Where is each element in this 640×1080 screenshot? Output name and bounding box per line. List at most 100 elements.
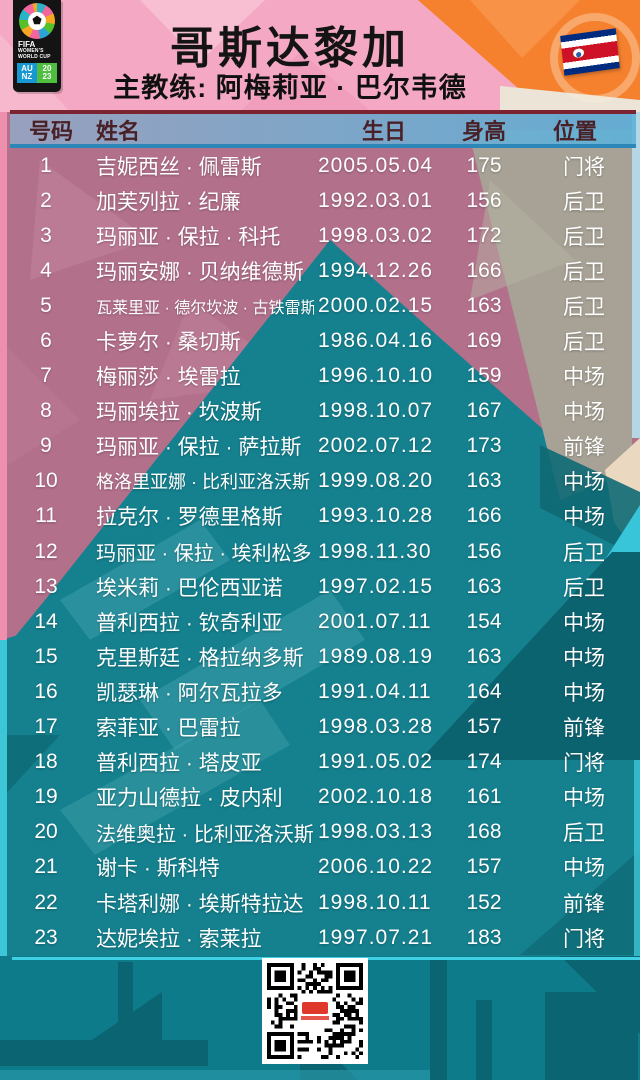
table-row: 9 玛丽亚 · 保拉 · 萨拉斯 2002.07.12 173 前锋: [0, 429, 640, 464]
player-position: 前锋: [563, 892, 605, 916]
player-position: 后卫: [563, 331, 605, 355]
player-name: 达妮埃拉 · 索莱拉: [96, 927, 262, 951]
player-birthday: 1998.10.11: [318, 890, 432, 914]
qr-logo-icon: [298, 998, 332, 1024]
player-number: 23: [34, 925, 58, 949]
player-birthday: 2001.07.11: [318, 609, 432, 633]
player-name: 瓦莱里亚 · 德尔坎波 · 古铁雷斯: [96, 299, 314, 317]
roster-table: 1 吉妮西丝 · 佩雷斯 2005.05.04 175 门将 2 加芙列拉 · …: [0, 148, 640, 955]
table-row: 13 埃米莉 · 巴伦西亚诺 1997.02.15 163 后卫: [0, 569, 640, 604]
table-row: 1 吉妮西丝 · 佩雷斯 2005.05.04 175 门将: [0, 148, 640, 183]
player-number: 4: [40, 258, 52, 282]
player-name: 亚力山德拉 · 皮内利: [96, 787, 283, 811]
player-birthday: 2002.07.12: [318, 434, 434, 458]
player-height: 163: [466, 644, 502, 668]
flag-ring: [550, 13, 640, 103]
player-birthday: 1989.08.19: [318, 644, 434, 668]
player-number: 3: [40, 223, 52, 247]
player-name: 玛丽安娜 · 贝纳维德斯: [96, 260, 304, 284]
table-row: 2 加芙列拉 · 纪廉 1992.03.01 156 后卫: [0, 183, 640, 218]
player-name: 吉妮西丝 · 佩雷斯: [96, 155, 262, 179]
col-birthday: 生日: [361, 119, 406, 144]
player-height: 159: [466, 364, 502, 388]
player-position: 中场: [563, 506, 605, 530]
player-birthday: 1994.12.26: [318, 258, 434, 282]
player-number: 11: [35, 504, 57, 528]
player-birthday: 1992.03.01: [318, 188, 434, 212]
player-number: 6: [40, 329, 52, 353]
player-height: 163: [466, 574, 502, 598]
player-height: 154: [466, 609, 502, 633]
player-height: 157: [466, 715, 502, 739]
player-name: 玛丽亚 · 保拉 · 科托: [96, 225, 281, 249]
player-height: 161: [466, 785, 502, 809]
player-number: 17: [34, 715, 58, 739]
player-name: 玛丽埃拉 · 坎波斯: [96, 401, 262, 425]
player-height: 157: [466, 855, 502, 879]
player-number: 20: [34, 820, 58, 844]
player-name: 玛丽亚 · 保拉 · 埃利松多: [96, 543, 312, 566]
player-birthday: 1997.07.21: [318, 925, 434, 949]
player-name: 普利西拉 · 塔皮亚: [96, 752, 262, 776]
table-row: 19 亚力山德拉 · 皮内利 2002.10.18 161 中场: [0, 780, 640, 815]
player-height: 173: [466, 434, 502, 458]
player-birthday: 1999.08.20: [318, 469, 434, 493]
player-height: 168: [466, 820, 502, 844]
table-row: 18 普利西拉 · 塔皮亚 1991.05.02 174 门将: [0, 745, 640, 780]
player-birthday: 2002.10.18: [318, 785, 434, 809]
player-name: 法维奥拉 · 比利亚洛沃斯: [96, 823, 314, 846]
table-row: 7 梅丽莎 · 埃雷拉 1996.10.10 159 中场: [0, 359, 640, 394]
page-title: 哥斯达黎加: [170, 24, 410, 73]
qr-code: [262, 958, 368, 1064]
logo-worldcup-text: WORLD CUP: [18, 53, 51, 60]
player-position: 中场: [563, 787, 605, 811]
player-name: 凯瑟琳 · 阿尔瓦拉多: [96, 681, 283, 705]
flag-coat-of-arms: [571, 46, 586, 60]
coach-label: 主教练: 阿梅莉亚 · 巴尔韦德: [113, 73, 467, 103]
col-number: 号码: [28, 119, 73, 144]
player-birthday: 1998.10.07: [318, 399, 434, 423]
player-position: 后卫: [563, 190, 605, 214]
col-name: 姓名: [96, 119, 141, 144]
table-row: 17 索菲亚 · 巴雷拉 1998.03.28 157 前锋: [0, 710, 640, 745]
player-number: 21: [34, 855, 58, 879]
logo-au-nz-badge: AU NZ: [17, 62, 37, 83]
player-height: 175: [466, 153, 502, 177]
col-height: 身高: [461, 119, 506, 144]
player-birthday: 1991.05.02: [318, 750, 434, 774]
player-number: 22: [34, 890, 58, 914]
player-birthday: 1998.03.02: [318, 223, 434, 247]
player-position: 中场: [563, 857, 605, 881]
player-number: 7: [40, 364, 52, 388]
player-position: 后卫: [563, 225, 605, 249]
player-position: 中场: [563, 611, 605, 635]
logo-womens-text: WOMEN'S: [18, 48, 44, 55]
table-row: 11 拉克尔 · 罗德里格斯 1993.10.28 166 中场: [0, 499, 640, 534]
col-position: 位置: [552, 119, 597, 144]
player-number: 1: [40, 153, 52, 177]
player-name: 玛丽亚 · 保拉 · 萨拉斯: [96, 436, 302, 460]
player-position: 门将: [563, 927, 605, 951]
player-position: 中场: [563, 366, 605, 390]
player-position: 中场: [563, 471, 605, 495]
player-height: 156: [466, 539, 502, 563]
player-position: 后卫: [563, 576, 605, 600]
player-height: 167: [466, 399, 502, 423]
player-height: 164: [466, 679, 502, 703]
player-height: 172: [466, 223, 502, 247]
table-row: 8 玛丽埃拉 · 坎波斯 1998.10.07 167 中场: [0, 394, 640, 429]
player-position: 中场: [563, 646, 605, 670]
table-row: 15 克里斯廷 · 格拉纳多斯 1989.08.19 163 中场: [0, 639, 640, 674]
player-height: 156: [466, 188, 502, 212]
player-position: 前锋: [563, 436, 605, 460]
player-birthday: 2006.10.22: [318, 855, 434, 879]
qr-modules: [267, 963, 363, 1059]
player-position: 中场: [563, 401, 605, 425]
player-number: 15: [34, 644, 58, 668]
table-row: 23 达妮埃拉 · 索莱拉 1997.07.21 183 门将: [0, 920, 640, 955]
player-position: 门将: [563, 155, 605, 179]
player-name: 埃米莉 · 巴伦西亚诺: [96, 576, 283, 600]
player-birthday: 1998.03.28: [318, 715, 434, 739]
player-number: 18: [34, 750, 58, 774]
player-name: 拉克尔 · 罗德里格斯: [96, 506, 283, 530]
